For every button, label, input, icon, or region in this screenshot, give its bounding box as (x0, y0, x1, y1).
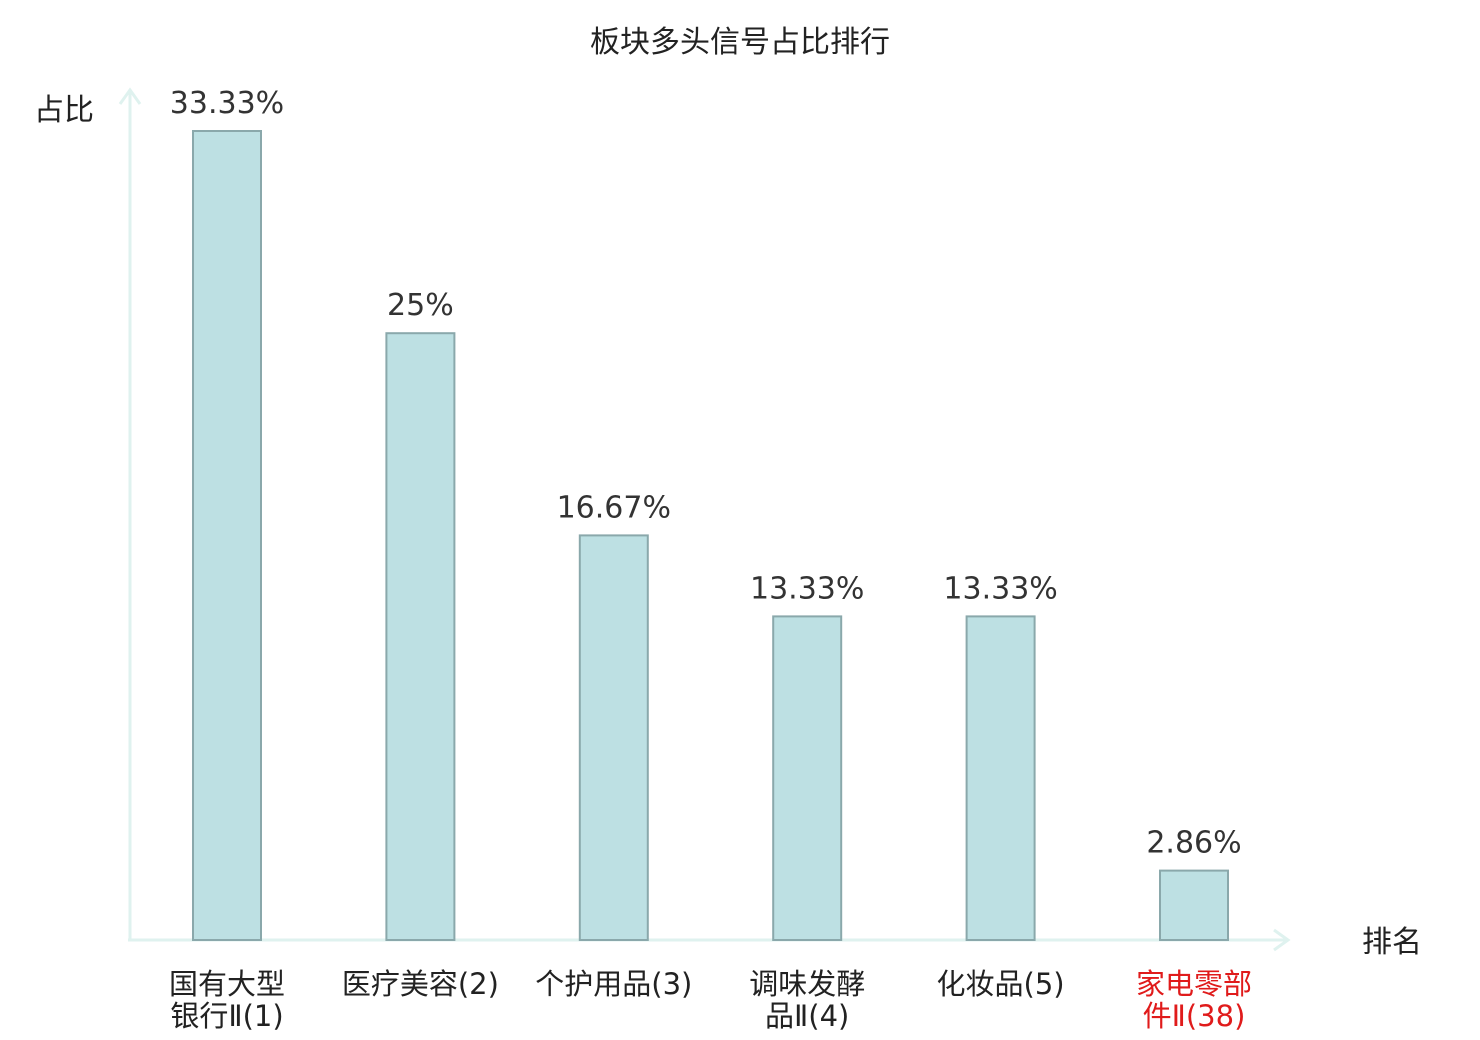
chart-title: 板块多头信号占比排行 (590, 25, 890, 60)
data-label: 2.86% (1146, 826, 1241, 861)
x-axis-arrow (1273, 928, 1291, 952)
category-label: 银行Ⅱ(1) (170, 999, 283, 1033)
x-axis-label: 排名 (1362, 925, 1422, 960)
category-label: 化妆品(5) (937, 967, 1065, 1001)
category-label: 医疗美容(2) (342, 967, 499, 1001)
bar (192, 130, 262, 941)
bar (772, 615, 843, 942)
category-label: 个护用品(3) (535, 967, 692, 1001)
data-label: 13.33% (750, 571, 864, 606)
data-label: 33.33% (170, 86, 284, 121)
category-label: 品Ⅱ(4) (765, 999, 849, 1033)
bar (385, 332, 456, 941)
category-label: 件Ⅱ(38) (1143, 999, 1246, 1033)
bar (578, 534, 649, 942)
category-label: 家电零部 (1136, 967, 1252, 1001)
category-label: 调味发酵 (749, 967, 865, 1001)
bar (1159, 869, 1229, 941)
y-axis-label: 占比 (34, 93, 94, 128)
data-label: 25% (387, 288, 454, 323)
y-axis-arrow (118, 87, 142, 105)
bar (965, 615, 1036, 942)
data-label: 16.67% (557, 490, 671, 525)
category-label: 国有大型 (169, 967, 285, 1001)
data-label: 13.33% (943, 571, 1057, 606)
